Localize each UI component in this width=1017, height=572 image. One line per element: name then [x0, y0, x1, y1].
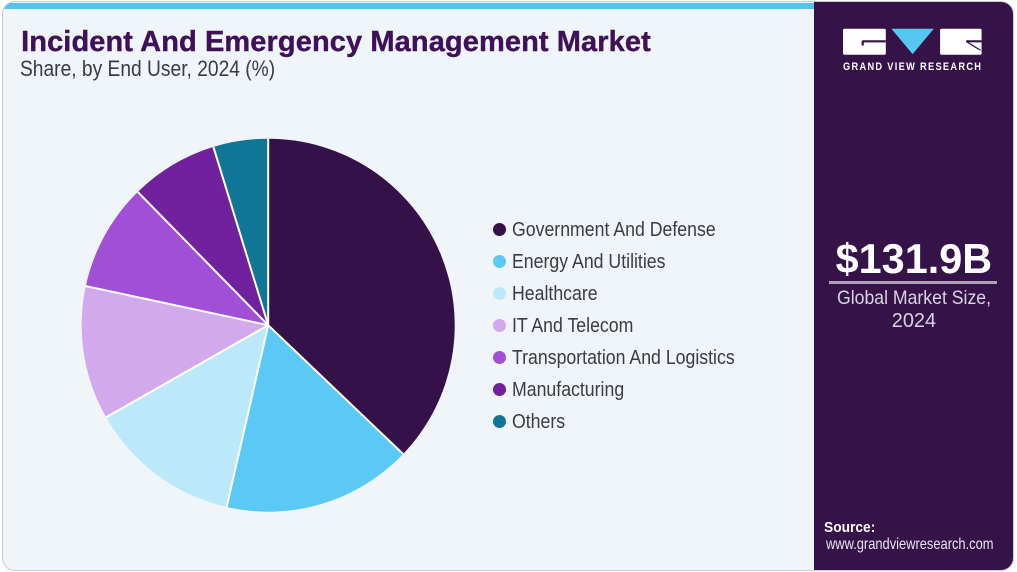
svg-text:GRAND VIEW RESEARCH: GRAND VIEW RESEARCH: [843, 61, 982, 73]
